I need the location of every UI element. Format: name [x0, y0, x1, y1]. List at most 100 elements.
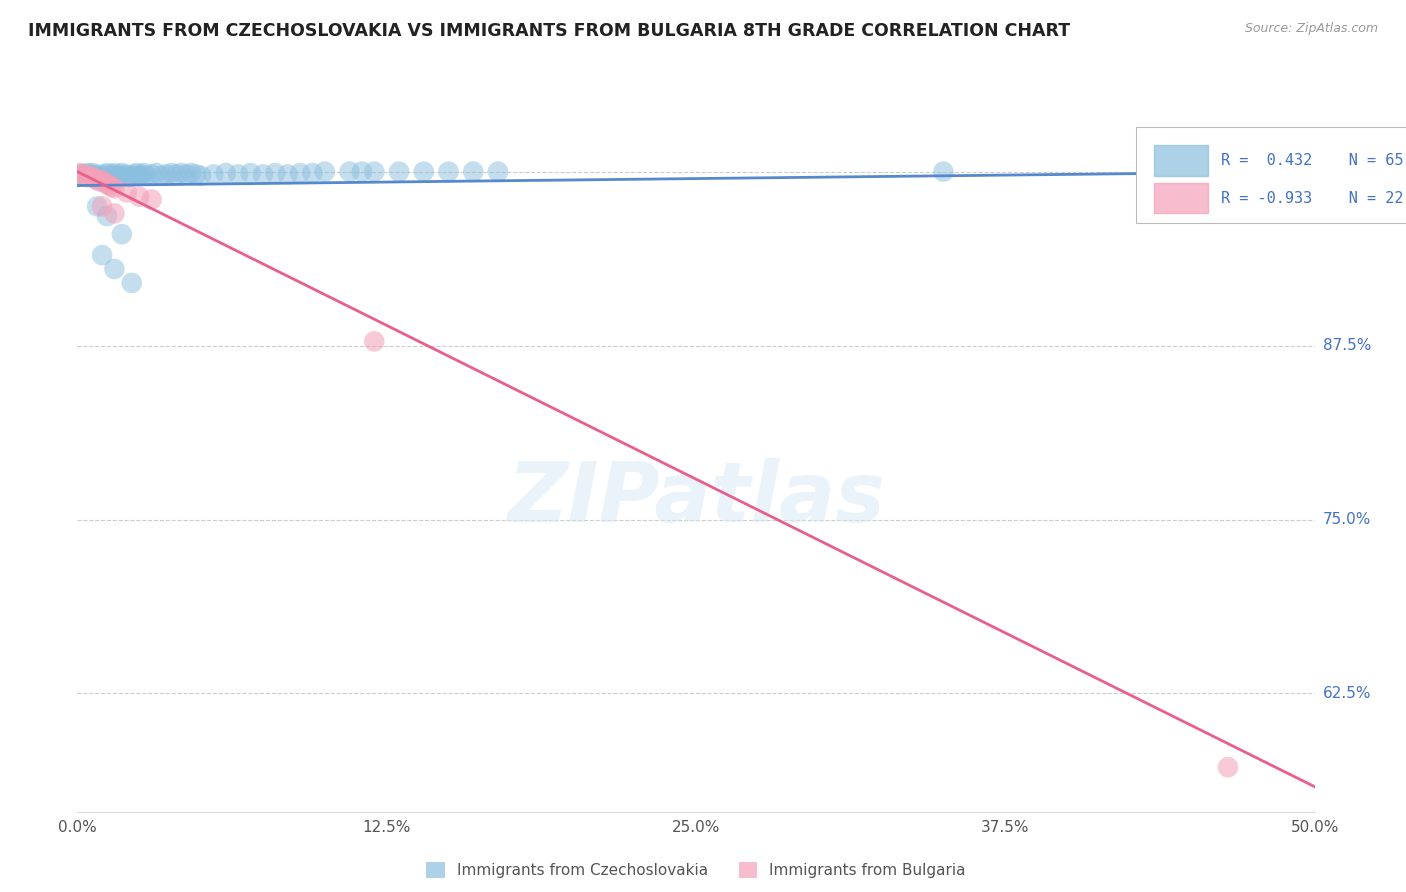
Point: [1216, 760, 1239, 774]
Point: [170, 166, 193, 180]
Text: 87.5%: 87.5%: [1323, 338, 1371, 353]
Point: [89, 174, 111, 188]
Point: [174, 168, 197, 182]
Point: [89, 170, 111, 185]
Bar: [1154, 145, 1208, 176]
Point: [103, 262, 125, 277]
Point: [86, 168, 108, 182]
Point: [437, 164, 460, 178]
Text: ZIPatlas: ZIPatlas: [508, 458, 884, 539]
Point: [118, 170, 141, 185]
Text: 75.0%: 75.0%: [1323, 512, 1371, 527]
Point: [91, 199, 114, 213]
Point: [69, 166, 91, 180]
Point: [150, 169, 173, 183]
Point: [93, 168, 115, 182]
Point: [160, 166, 183, 180]
Point: [79, 169, 101, 183]
Text: Source: ZipAtlas.com: Source: ZipAtlas.com: [1244, 22, 1378, 36]
Point: [79, 168, 101, 182]
Point: [82, 170, 104, 185]
Point: [128, 189, 150, 203]
Point: [115, 168, 138, 182]
Point: [264, 166, 287, 180]
Point: [103, 206, 125, 220]
Point: [91, 173, 114, 187]
Point: [314, 164, 336, 178]
Point: [190, 169, 212, 183]
Point: [288, 166, 311, 180]
Point: [486, 164, 509, 178]
Point: [388, 164, 411, 178]
Point: [125, 166, 148, 180]
Point: [363, 164, 385, 178]
Point: [112, 169, 135, 183]
Point: [932, 164, 955, 178]
Point: [86, 199, 108, 213]
Legend: Immigrants from Czechoslovakia, Immigrants from Bulgaria: Immigrants from Czechoslovakia, Immigran…: [420, 856, 972, 884]
Point: [239, 166, 262, 180]
Point: [96, 177, 118, 191]
Point: [277, 168, 299, 182]
Text: R = -0.933    N = 22: R = -0.933 N = 22: [1220, 191, 1403, 205]
Text: R =  0.432    N = 65: R = 0.432 N = 65: [1220, 153, 1403, 168]
Point: [76, 170, 98, 185]
Point: [131, 168, 153, 182]
Point: [412, 164, 434, 178]
FancyBboxPatch shape: [1136, 127, 1406, 223]
Point: [135, 169, 157, 183]
Point: [69, 168, 91, 182]
Point: [165, 168, 187, 182]
Point: [101, 168, 124, 182]
Point: [105, 169, 128, 183]
Point: [463, 164, 485, 178]
Bar: [1154, 183, 1208, 213]
Point: [339, 164, 361, 178]
Point: [76, 166, 98, 180]
Point: [134, 166, 156, 180]
Point: [72, 168, 94, 182]
Text: IMMIGRANTS FROM CZECHOSLOVAKIA VS IMMIGRANTS FROM BULGARIA 8TH GRADE CORRELATION: IMMIGRANTS FROM CZECHOSLOVAKIA VS IMMIGR…: [28, 22, 1070, 40]
Point: [103, 166, 125, 180]
Point: [215, 166, 238, 180]
Point: [72, 169, 94, 183]
Point: [202, 168, 225, 182]
Point: [121, 169, 143, 183]
Point: [93, 176, 115, 190]
Point: [111, 227, 134, 242]
Point: [96, 166, 118, 180]
Point: [111, 166, 134, 180]
Point: [301, 166, 323, 180]
Point: [180, 166, 202, 180]
Point: [226, 168, 249, 182]
Point: [350, 164, 373, 178]
Text: 100.0%: 100.0%: [1323, 164, 1381, 179]
Point: [101, 180, 124, 194]
Point: [121, 276, 143, 290]
Point: [141, 193, 163, 207]
Point: [103, 181, 125, 195]
Point: [91, 248, 114, 262]
Point: [145, 166, 167, 180]
Point: [73, 169, 96, 183]
Point: [155, 168, 177, 182]
Point: [115, 186, 138, 200]
Point: [82, 166, 104, 180]
Point: [83, 171, 105, 186]
Text: 62.5%: 62.5%: [1323, 686, 1371, 701]
Point: [363, 334, 385, 349]
Point: [96, 209, 118, 223]
Point: [98, 169, 121, 183]
Point: [128, 169, 150, 183]
Point: [108, 168, 131, 182]
Point: [86, 173, 108, 187]
Point: [73, 168, 96, 182]
Point: [252, 168, 274, 182]
Point: [98, 178, 121, 193]
Point: [141, 168, 163, 182]
Point: [91, 169, 114, 183]
Point: [122, 168, 145, 182]
Point: [184, 168, 207, 182]
Point: [83, 169, 105, 183]
Point: [1303, 164, 1326, 178]
